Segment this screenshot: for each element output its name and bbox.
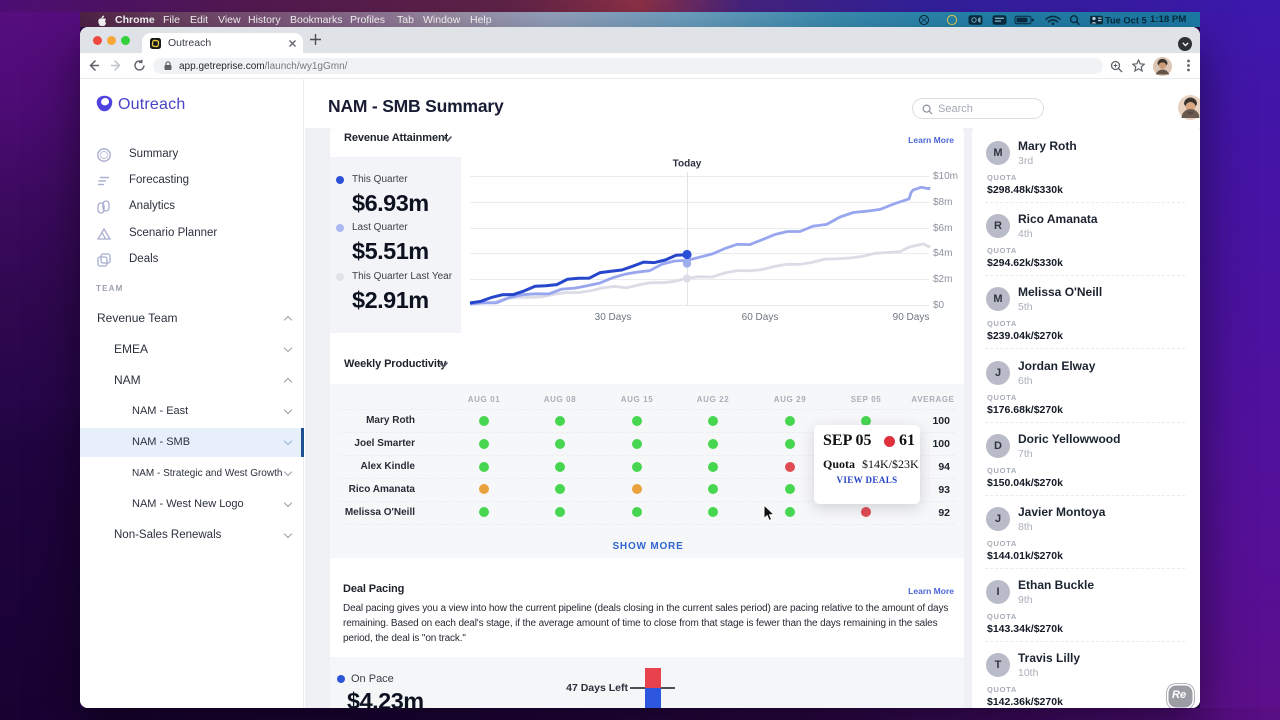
svg-text:Tue Oct 5: Tue Oct 5	[1105, 16, 1147, 26]
